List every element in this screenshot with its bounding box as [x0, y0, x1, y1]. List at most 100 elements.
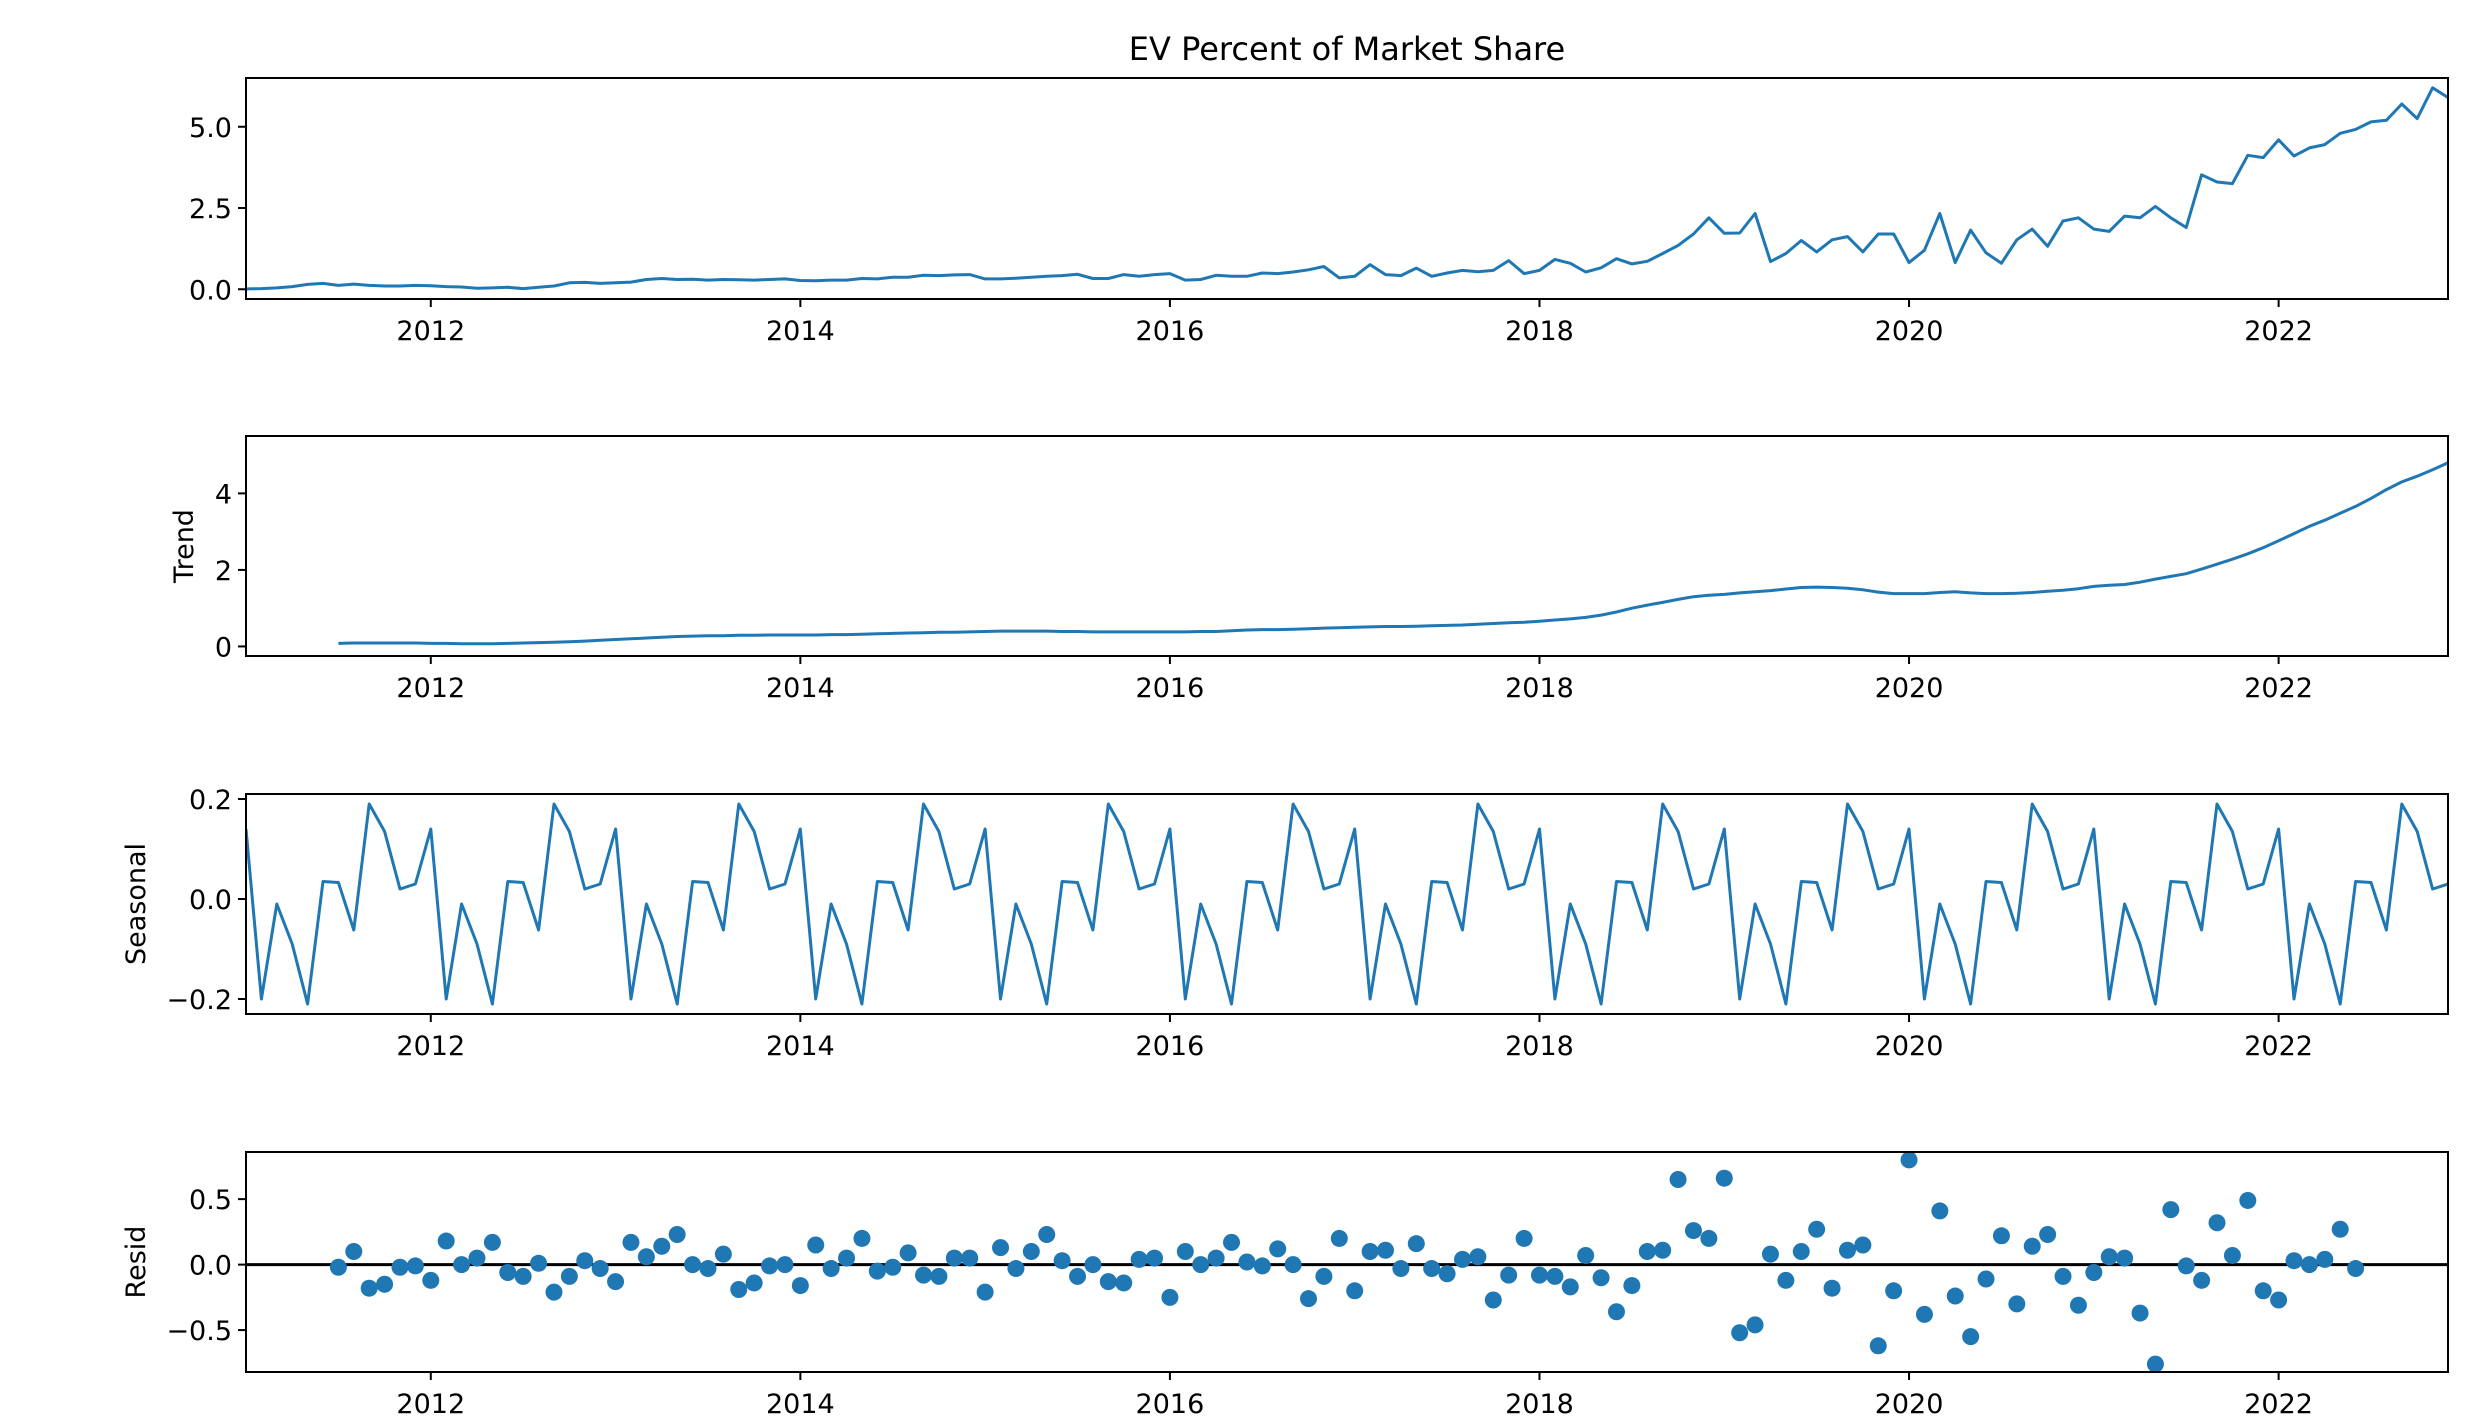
resid-point	[1623, 1277, 1641, 1295]
resid-point	[776, 1256, 794, 1274]
resid-point	[1592, 1269, 1610, 1287]
resid-point	[483, 1233, 501, 1251]
resid-point	[2223, 1246, 2241, 1264]
resid-point	[1392, 1260, 1410, 1278]
resid-point	[2347, 1260, 2365, 1278]
resid-point	[1854, 1236, 1872, 1254]
trend-y-tick-label: 2	[215, 556, 232, 587]
observed-x-tick-label: 2018	[1505, 316, 1574, 347]
resid-point	[791, 1277, 809, 1295]
seasonal-y-axis-label: Seasonal	[121, 843, 152, 965]
resid-point	[1838, 1241, 1856, 1259]
resid-point	[1192, 1256, 1210, 1274]
resid-point	[2300, 1256, 2318, 1274]
resid-point	[1777, 1271, 1795, 1289]
seasonal-x-tick-label: 2016	[1136, 1031, 1205, 1062]
observed-x-tick-label: 2022	[2244, 316, 2313, 347]
resid-point	[1007, 1260, 1025, 1278]
seasonal-x-tick-label: 2018	[1505, 1031, 1574, 1062]
trend-x-tick-label: 2022	[2244, 673, 2313, 704]
resid-point	[714, 1245, 732, 1263]
observed-axes-frame	[245, 77, 2449, 300]
resid-point	[1669, 1171, 1687, 1188]
resid-axes-frame	[245, 1151, 2449, 1373]
resid-point	[1253, 1257, 1271, 1275]
resid-point	[899, 1244, 917, 1262]
resid-point	[838, 1249, 856, 1267]
resid-point	[699, 1260, 717, 1278]
resid-point	[607, 1273, 625, 1291]
resid-point	[2069, 1296, 2087, 1314]
resid-x-tick-label: 2020	[1875, 1389, 1944, 1420]
resid-point	[1561, 1278, 1579, 1296]
resid-panel: −0.5 0.0 0.5 2012 2014 2016 2018 2020 2022 Resid	[121, 1151, 2449, 1420]
resid-point	[1915, 1305, 1933, 1323]
resid-point	[1223, 1233, 1241, 1251]
observed-x-tick-label: 2016	[1136, 316, 1205, 347]
trend-x-tick-label: 2014	[766, 673, 835, 704]
observed-x-tick-label: 2020	[1875, 316, 1944, 347]
seasonal-x-tick-label: 2012	[396, 1031, 465, 1062]
resid-point	[1638, 1243, 1656, 1261]
resid-point	[1808, 1220, 1826, 1238]
seasonal-y-tick-label: 0.2	[189, 785, 232, 816]
resid-point	[915, 1266, 933, 1284]
resid-point	[1869, 1337, 1887, 1355]
resid-point	[1484, 1291, 1502, 1309]
resid-point	[360, 1279, 378, 1297]
chart-title: EV Percent of Market Share	[1129, 30, 1565, 68]
trend-x-tick-label: 2018	[1505, 673, 1574, 704]
resid-point	[1053, 1252, 1071, 1270]
seasonal-y-tick-label: 0.0	[189, 885, 232, 916]
seasonal-x-tick-label: 2020	[1875, 1031, 1944, 1062]
resid-x-tick-label: 2016	[1136, 1389, 1205, 1420]
resid-point	[1022, 1243, 1040, 1261]
resid-point	[1284, 1256, 1302, 1274]
resid-x-tick-label: 2018	[1505, 1389, 1574, 1420]
seasonal-x-tick-label: 2022	[2244, 1031, 2313, 1062]
trend-series-line	[338, 461, 2448, 646]
resid-point	[514, 1267, 532, 1285]
resid-point	[1577, 1246, 1595, 1264]
resid-point	[1885, 1282, 1903, 1300]
resid-point	[1238, 1253, 1256, 1271]
resid-point	[560, 1267, 578, 1285]
resid-point	[1130, 1250, 1148, 1268]
resid-point	[1715, 1169, 1733, 1187]
resid-point	[930, 1267, 948, 1285]
trend-y-axis-label: Trend	[169, 509, 200, 584]
resid-point	[329, 1258, 347, 1276]
trend-x-tick-label: 2012	[396, 673, 465, 704]
resid-point	[1530, 1266, 1548, 1284]
observed-x-tick-label: 2012	[396, 316, 465, 347]
resid-point	[1992, 1227, 2010, 1245]
resid-point	[945, 1249, 963, 1267]
trend-x-tick-label: 2016	[1136, 673, 1205, 704]
resid-x-tick-label: 2012	[396, 1389, 465, 1420]
resid-point	[1700, 1229, 1718, 1247]
resid-point	[1161, 1288, 1179, 1306]
resid-point	[637, 1248, 655, 1266]
resid-point	[1607, 1303, 1625, 1321]
resid-point	[2316, 1250, 2334, 1268]
resid-point	[761, 1257, 779, 1275]
resid-point	[1546, 1267, 1564, 1285]
resid-point	[684, 1256, 702, 1274]
panels-group: 0.0 2.5 5.0 2012 2014 2016 2018 2020 2022 0 2 4 2012…	[121, 77, 2449, 1420]
resid-point	[1099, 1273, 1117, 1291]
trend-x-tick-label: 2020	[1875, 673, 1944, 704]
resid-point	[422, 1271, 440, 1289]
observed-y-tick-label: 0.0	[189, 275, 232, 306]
observed-panel: 0.0 2.5 5.0 2012 2014 2016 2018 2020 2022	[189, 77, 2449, 347]
resid-point	[1069, 1267, 1087, 1285]
resid-point	[653, 1237, 671, 1255]
resid-point	[730, 1281, 748, 1298]
resid-point	[1823, 1279, 1841, 1297]
resid-point	[1084, 1256, 1102, 1274]
resid-point	[1115, 1274, 1133, 1292]
resid-point	[2285, 1252, 2303, 1270]
observed-series-line	[246, 86, 2448, 291]
resid-point	[391, 1258, 409, 1276]
resid-y-tick-label: 0.5	[189, 1185, 232, 1216]
